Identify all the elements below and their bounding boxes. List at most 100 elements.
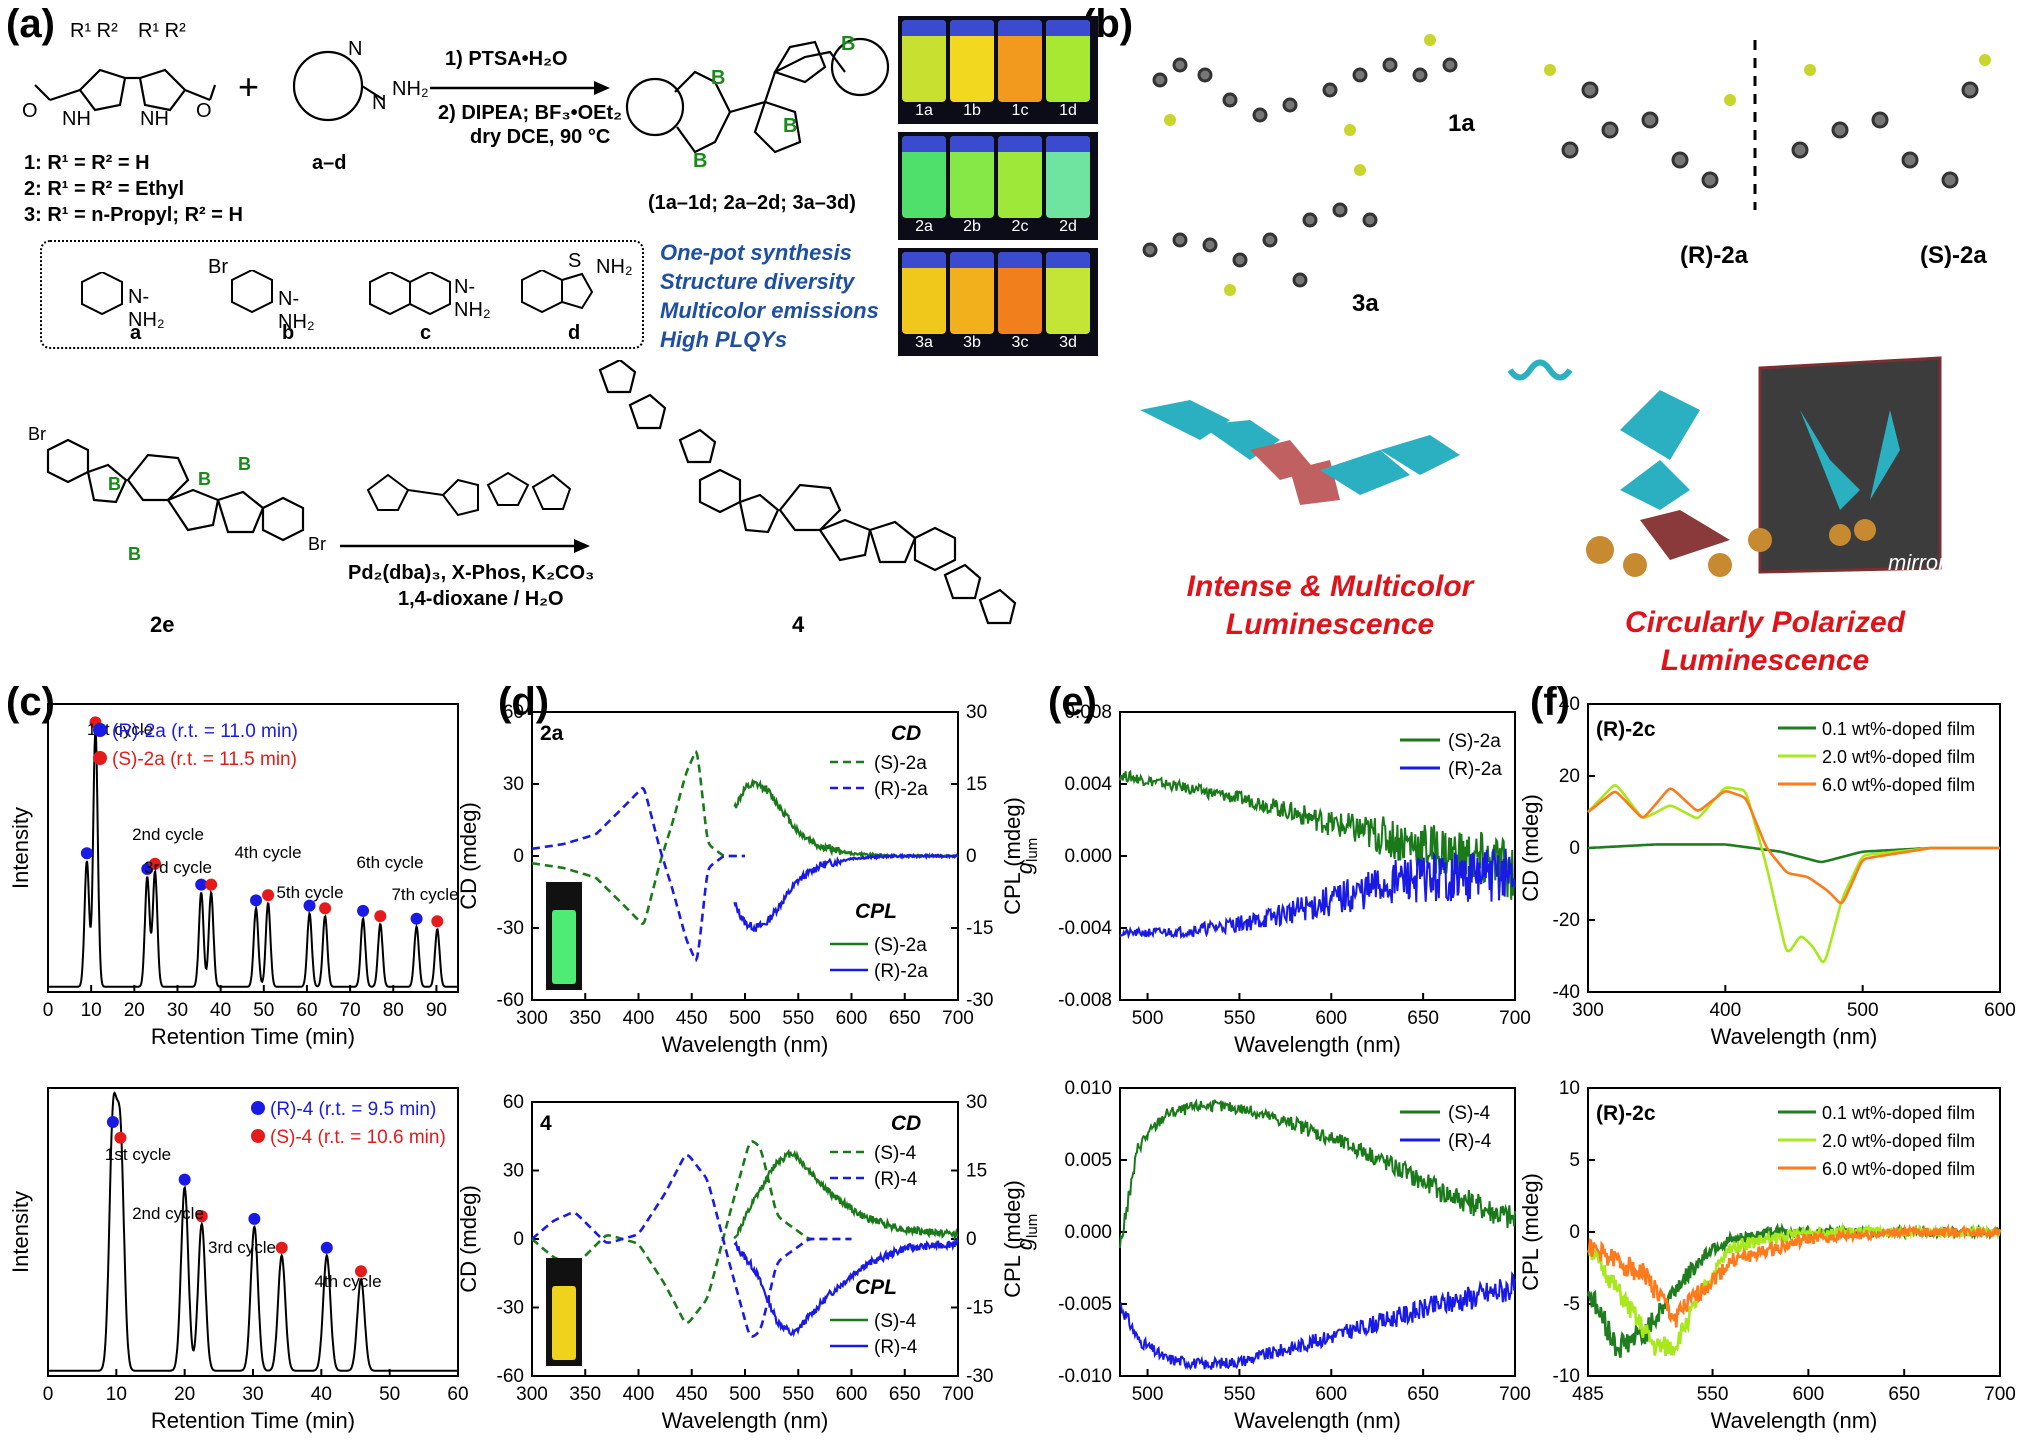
caption-cpl: Circularly Polarized Luminescence: [1624, 606, 1906, 677]
cycle-annotation: 5th cycle: [276, 883, 343, 902]
panel-label-d: (d): [498, 680, 550, 724]
y-axis-label: CD (mdeg): [456, 1185, 481, 1293]
peak-marker-r: [80, 847, 93, 860]
peak-marker-r: [195, 878, 208, 891]
y2-tick-label: 30: [966, 1092, 987, 1113]
x-tick-label: 50: [253, 1000, 274, 1021]
svg-text:B: B: [198, 469, 211, 489]
chart-e-bottom: 500 550 600 650 700 -0.010 -0.005 0.000 0.005 0.0…: [1012, 1078, 1531, 1433]
hydrazine-a: N-NH₂ a: [72, 270, 165, 344]
x-tick-label: 700: [942, 1008, 974, 1029]
mirror-label: mirror: [1888, 550, 1946, 575]
panel-a: R¹ R² R¹ R² NH NH O O 1: R¹ = R² = H 2: …: [0, 0, 1098, 680]
legend-text: 2.0 wt%-doped film: [1822, 747, 1975, 767]
x-tick-label: 650: [1407, 1008, 1439, 1029]
reaction-arrow-1: [430, 81, 610, 95]
vial-3a: [902, 252, 946, 334]
y-tick-label: -0.004: [1058, 918, 1112, 939]
y-tick-label: -10: [1553, 1366, 1580, 1387]
nh-label-1: NH: [62, 108, 91, 130]
cd-series-line: [531, 1140, 852, 1325]
chart-f-bottom: 485 550 600 650 700 -10 -5 0 5 10 0.1 wt%-doped fi…: [1518, 1078, 2016, 1433]
y-tick-label: -30: [497, 1298, 524, 1319]
svg-text:B: B: [711, 67, 725, 89]
y2-axis-label: CPL (mdeg): [1000, 1180, 1025, 1298]
bopahy-product-structure: B B B B: [625, 33, 890, 172]
subst-line-1: 1: R¹ = R² = H: [24, 152, 150, 174]
inset-label: 2a: [540, 722, 564, 745]
peak-marker-s: [195, 1210, 208, 1223]
legend-cpl-text: (R)-4: [874, 1337, 918, 1358]
x-tick-label: 700: [942, 1384, 974, 1405]
vial-1c: [998, 20, 1042, 102]
x-tick-label: 50: [379, 1384, 400, 1405]
svg-text:B: B: [693, 150, 707, 172]
x-tick-label: 700: [1499, 1384, 1531, 1405]
svg-text:B: B: [128, 544, 141, 564]
legend-text: (S)-4 (r.t. = 10.6 min): [270, 1127, 446, 1148]
legend-text: (S)-2a: [1448, 731, 1501, 752]
y2-tick-label: -15: [966, 1298, 993, 1319]
y2-tick-label: 15: [966, 1161, 987, 1182]
x-tick-label: 0: [43, 1384, 54, 1405]
x-axis-label: Retention Time (min): [151, 1024, 355, 1049]
y-axis-label: CD (mdeg): [456, 802, 481, 910]
x-tick-label: 485: [1572, 1384, 1604, 1405]
y-tick-label: 0: [513, 846, 524, 867]
compound-4-label: 4: [792, 612, 805, 637]
cpl-mirror-model: [1507, 356, 1942, 577]
vial-2d: [1046, 136, 1090, 218]
luminescent-molecule-model: [1140, 400, 1460, 505]
legend-text: (R)-4: [1448, 1131, 1492, 1152]
hydrazine-d: S NH₂ d: [512, 250, 633, 344]
legend-text: 6.0 wt%-doped film: [1822, 775, 1975, 795]
x-tick-label: 600: [1984, 1000, 2016, 1021]
y-tick-label: -0.005: [1058, 1294, 1112, 1315]
cpl-series-line: [733, 777, 959, 860]
panel-label-c: (c): [6, 680, 55, 724]
x-tick-label: 30: [167, 1000, 188, 1021]
svg-text:B: B: [108, 474, 121, 494]
svg-text:Br: Br: [308, 534, 326, 554]
vial-label-3c: 3c: [1011, 334, 1029, 351]
y-axis-label: Intensity: [8, 807, 33, 889]
legend-cd-text: (R)-4: [874, 1169, 918, 1190]
vial-3d: [1046, 252, 1090, 334]
panel-label-e: (e): [1048, 680, 1097, 724]
x-axis-label: Wavelength (nm): [1711, 1408, 1878, 1433]
x-tick-label: 60: [296, 1000, 317, 1021]
x-axis-label: Wavelength (nm): [662, 1408, 829, 1433]
peak-marker-r: [248, 1212, 261, 1225]
x-tick-label: 600: [1315, 1384, 1347, 1405]
cycle-annotation: 3rd cycle: [144, 858, 212, 877]
peak-marker-r: [357, 904, 370, 917]
cd-series-line: [531, 749, 745, 926]
y2-tick-label: -30: [966, 990, 993, 1011]
y-axis-label: glum: [1012, 838, 1041, 874]
y-tick-label: 60: [503, 1092, 524, 1113]
hydrazine-label: a–d: [312, 152, 347, 174]
x-axis-label: Wavelength (nm): [1234, 1032, 1401, 1057]
legend-cd-text: (R)-2a: [874, 779, 928, 800]
vial-label-3d: 3d: [1059, 334, 1077, 351]
hydrazine-box: N-NH₂ a Br N-NH₂ b N-NH₂ c S NH₂ d: [40, 240, 644, 349]
feature-1: One-pot synthesis: [660, 240, 852, 265]
legend-dot-s: [93, 751, 107, 765]
panel-b: 1a 3a (R)-2a (S)-2a Intense & Multicolor…: [1080, 0, 2020, 680]
y-tick-label: 0: [1569, 1222, 1580, 1243]
peak-marker-r: [410, 912, 423, 925]
y-tick-label: 0.010: [1064, 1078, 1112, 1099]
x-tick-label: 10: [81, 1000, 102, 1021]
cycle-annotation: 6th cycle: [356, 853, 423, 872]
inset-label: (R)-2c: [1596, 718, 1656, 741]
vial-label-1c: 1c: [1011, 102, 1029, 119]
hydrazine-nh2: NH₂: [392, 78, 429, 100]
x-tick-label: 300: [516, 1008, 548, 1029]
x-tick-label: 600: [836, 1384, 868, 1405]
x-tick-label: 500: [1132, 1008, 1164, 1029]
peak-marker-s: [149, 857, 162, 870]
cycle-annotation: 1st cycle: [105, 1145, 171, 1164]
vial-row-3: 3a 3b 3c 3d: [898, 248, 1098, 356]
x-tick-label: 500: [729, 1384, 761, 1405]
cycle-annotation: 4th cycle: [314, 1272, 381, 1291]
